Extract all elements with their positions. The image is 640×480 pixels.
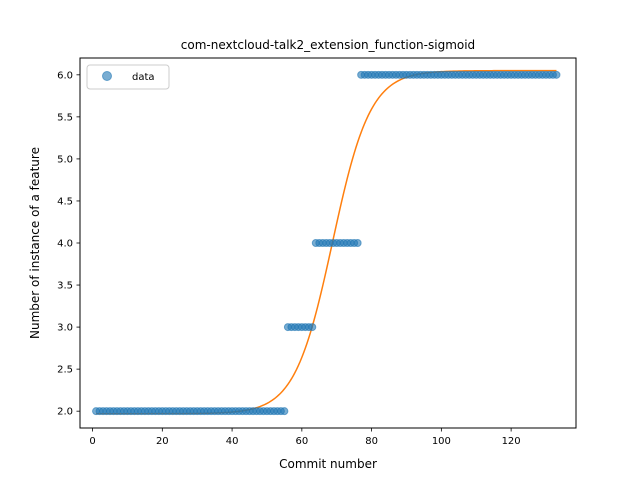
y-tick-label: 4.5 [57,196,73,207]
x-axis-label: Commit number [279,457,377,471]
x-tick-label: 0 [89,436,95,447]
y-tick-label: 2.5 [57,365,73,376]
x-tick-label: 120 [502,436,521,447]
y-tick-label: 5.5 [57,112,73,123]
y-tick-label: 5.0 [57,154,73,165]
y-tick-label: 3.5 [57,281,73,292]
y-tick-label: 6.0 [57,70,73,81]
x-tick-label: 60 [295,436,308,447]
y-tick-label: 2.0 [57,407,73,418]
chart-title: com-nextcloud-talk2_extension_function-s… [181,38,475,52]
plot-area [79,57,577,429]
y-tick-label: 4.0 [57,239,73,250]
legend-box [86,64,170,90]
data-point [552,70,561,79]
x-axis-ticks: 0 20 40 60 80 100 120 [89,428,521,447]
x-tick-label: 20 [156,436,169,447]
y-axis-label: Number of instance of a feature [28,147,42,339]
legend: data [86,64,170,90]
legend-marker-data [102,71,112,81]
x-tick-label: 100 [432,436,451,447]
y-tick-label: 3.0 [57,323,73,334]
y-axis-ticks: 2.0 2.5 3.0 3.5 4.0 4.5 5.0 5.5 6.0 [57,70,80,418]
x-tick-label: 40 [226,436,239,447]
x-tick-label: 80 [365,436,378,447]
legend-label-data: data [132,72,155,83]
data-point [308,323,317,332]
data-point [353,239,362,247]
data-points [92,70,561,416]
data-point [280,407,289,416]
